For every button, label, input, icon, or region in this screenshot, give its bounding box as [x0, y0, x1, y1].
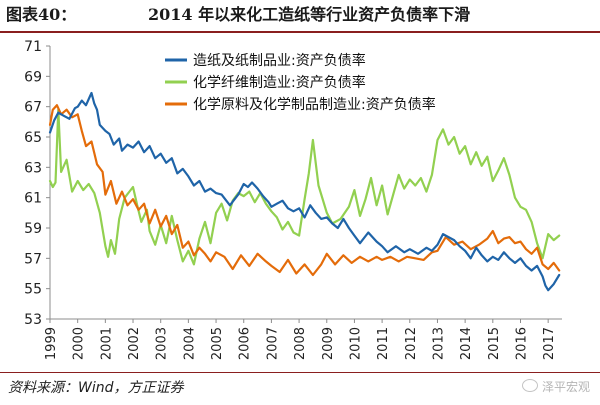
y-tick-label: 61	[24, 191, 42, 207]
x-tick-label: 2003	[155, 327, 170, 360]
y-tick-label: 59	[24, 221, 42, 237]
x-tick-label: 2009	[321, 327, 336, 360]
y-tick-label: 65	[24, 130, 42, 146]
series-line-2	[48, 104, 561, 277]
y-tick-label: 57	[24, 251, 42, 267]
x-tick-label: 2006	[238, 327, 253, 360]
x-tick-label: 2000	[72, 327, 87, 360]
x-tick-label: 2015	[487, 327, 502, 360]
x-tick-label: 2002	[127, 327, 142, 360]
figure-label: 图表40：	[6, 5, 77, 24]
bottom-rule	[0, 372, 600, 373]
x-tick-label: 2016	[514, 327, 529, 360]
figure-title: 图表40： 2014 年以来化工造纸等行业资产负债率下滑	[0, 0, 600, 30]
wechat-icon	[521, 379, 538, 392]
legend-label-0: 造纸及纸制品业:资产负债率	[193, 52, 366, 69]
y-tick-label: 69	[24, 69, 42, 85]
x-tick-label: 2017	[542, 327, 557, 360]
watermark-text: 泽平宏观	[541, 380, 590, 394]
x-tick-label: 2012	[404, 327, 419, 360]
x-tick-label: 2007	[265, 327, 280, 360]
source-note: 资料来源：Wind，方正证券	[8, 380, 184, 396]
y-axis: 53 55 57 59 61 63 65 67 69 71	[24, 39, 51, 328]
x-tick-label: 2014	[459, 327, 474, 360]
x-tick-label: 2004	[182, 327, 197, 360]
x-tick-label: 2010	[348, 327, 363, 360]
x-tick-label: 2011	[376, 327, 391, 360]
watermark: 泽平宏观	[521, 378, 590, 395]
figure-title-text: 2014 年以来化工造纸等行业资产负债率下滑	[148, 5, 471, 24]
y-tick-label: 63	[24, 160, 42, 176]
y-tick-label: 71	[24, 39, 42, 55]
y-tick-label: 67	[24, 100, 42, 116]
legend-label-1: 化学纤维制造业:资产负债率	[193, 74, 366, 91]
x-tick-label: 1999	[44, 327, 59, 360]
x-tick-label: 2008	[293, 327, 308, 360]
legend-label-2: 化学原料及化学制品制造业:资产负债率	[193, 96, 436, 113]
series-line-0	[48, 91, 561, 292]
legend: 造纸及纸制品业:资产负债率化学纤维制造业:资产负债率化学原料及化学制品制造业:资…	[165, 52, 436, 113]
x-tick-label: 2005	[210, 327, 225, 360]
series-line-1	[48, 108, 561, 266]
x-axis: 1999 2000 2001 2002 2003 2004 2005 2006 2007 2008…	[44, 318, 562, 360]
x-tick-label: 2001	[99, 327, 114, 360]
top-rule	[0, 31, 600, 33]
line-chart: 53 55 57 59 61 63 65 67 69 71 1999 2000 2001 2002 200…	[24, 39, 562, 360]
x-tick-label: 2013	[431, 327, 446, 360]
y-tick-label: 53	[24, 312, 42, 328]
y-tick-label: 55	[24, 282, 42, 298]
plot-lines	[48, 91, 561, 292]
